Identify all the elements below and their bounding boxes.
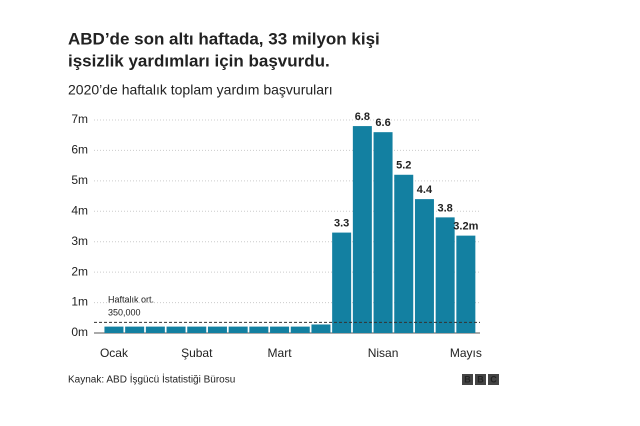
bar bbox=[311, 324, 331, 333]
y-tick-label: 0m bbox=[71, 325, 88, 339]
value-label: 3.2m bbox=[453, 221, 478, 233]
bar bbox=[125, 326, 145, 333]
bar bbox=[228, 326, 248, 333]
logo-letter: B bbox=[477, 374, 484, 384]
bar bbox=[249, 326, 269, 333]
bar bbox=[456, 235, 476, 333]
value-label: 6.6 bbox=[375, 117, 390, 129]
bar bbox=[187, 326, 207, 333]
y-tick-label: 1m bbox=[71, 295, 88, 309]
value-label: 3.3 bbox=[334, 217, 349, 229]
chart-title: ABD’de son altı haftada, 33 milyon kişi bbox=[68, 29, 380, 48]
bar bbox=[414, 199, 434, 333]
y-tick-label: 2m bbox=[71, 264, 88, 278]
source: Kaynak: ABD İşgücü İstatistiği Bürosu bbox=[68, 373, 235, 386]
value-label: 3.8 bbox=[438, 202, 453, 214]
x-tick-label: Mayıs bbox=[450, 346, 482, 360]
chart-subtitle: 2020’de haftalık toplam yardım başvurula… bbox=[68, 82, 333, 98]
x-tick-label: Ocak bbox=[100, 346, 129, 360]
bar bbox=[166, 326, 186, 333]
x-tick-label: Mart bbox=[268, 346, 293, 360]
logo-letter: B bbox=[464, 374, 471, 384]
bar bbox=[270, 326, 290, 333]
bar bbox=[145, 326, 165, 333]
y-tick-label: 7m bbox=[71, 112, 88, 126]
logo-box bbox=[462, 374, 473, 385]
value-label: 6.8 bbox=[355, 111, 370, 123]
bar bbox=[332, 232, 352, 333]
bar bbox=[373, 132, 393, 333]
bar bbox=[352, 126, 372, 333]
value-label: 5.2 bbox=[396, 160, 411, 172]
average-name: Haftalık ort. bbox=[108, 295, 154, 305]
chart-title: işsizlik yardımları için başvurdu. bbox=[68, 51, 330, 70]
y-tick-label: 6m bbox=[71, 143, 88, 157]
bar bbox=[104, 326, 124, 333]
logo-box bbox=[488, 374, 499, 385]
y-tick-label: 3m bbox=[71, 234, 88, 248]
average-label: 350,000 bbox=[108, 308, 141, 318]
x-tick-label: Nisan bbox=[368, 346, 399, 360]
logo-box bbox=[475, 374, 486, 385]
y-tick-label: 5m bbox=[71, 173, 88, 187]
bar bbox=[394, 174, 414, 333]
y-tick-label: 4m bbox=[71, 203, 88, 217]
bar bbox=[207, 326, 227, 333]
bar bbox=[290, 326, 310, 333]
bar bbox=[435, 217, 455, 333]
value-label: 4.4 bbox=[417, 184, 433, 196]
x-tick-label: Şubat bbox=[181, 346, 213, 360]
logo-letter: C bbox=[490, 374, 497, 384]
